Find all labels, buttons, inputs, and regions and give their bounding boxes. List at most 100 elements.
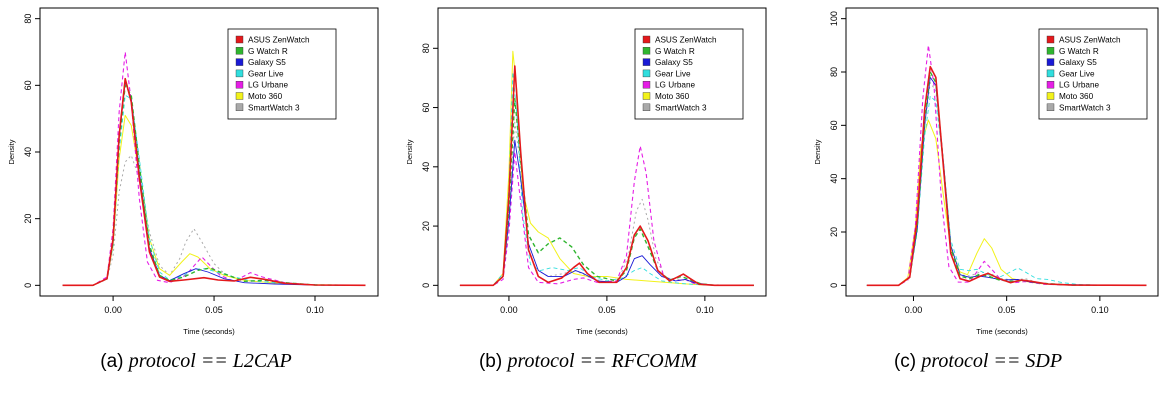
legend-label: LG Urbane [655, 81, 695, 90]
x-axis-title: Time (seconds) [183, 327, 235, 336]
x-axis-title: Time (seconds) [576, 327, 628, 336]
caption-c: (c) protocol == SDP [788, 350, 1164, 373]
x-tick-label: 0.00 [500, 305, 518, 315]
y-tick-label: 40 [421, 162, 431, 172]
legend-box [634, 28, 744, 120]
legend-swatch [642, 103, 651, 112]
legend-swatch [235, 69, 244, 78]
legend-swatch [642, 58, 651, 66]
series-group [62, 51, 366, 287]
legend-label: Gear Live [248, 69, 284, 78]
series-line-lg-urbane [62, 51, 366, 286]
x-tick-label: 0.05 [598, 305, 616, 315]
y-tick-label: 0 [421, 283, 431, 288]
chart-panel-a: 0.00 0.05 0.10 0 20 40 60 80 Time (seconds) Densi… [0, 0, 392, 345]
y-tick-label: 60 [829, 120, 839, 130]
series-line-asus-zenwatch [866, 65, 1147, 287]
y-tick-label: 20 [23, 214, 33, 224]
x-tick-label: 0.00 [905, 305, 923, 315]
legend-label: G Watch R [248, 47, 288, 56]
legend: ASUS ZenWatch G Watch R Galaxy S5 Gear Live… [634, 28, 744, 120]
series-line-asus-zenwatch [459, 65, 754, 287]
legend-swatch [235, 103, 244, 112]
legend-swatch [235, 35, 244, 44]
legend-label: Gear Live [1059, 69, 1095, 78]
legend-label: SmartWatch 3 [1059, 103, 1111, 112]
legend-swatch [1046, 47, 1055, 55]
chart-panel-b: 0.00 0.05 0.10 0 20 40 60 80 Time (seconds) Densi… [398, 0, 778, 345]
legend-swatch [642, 92, 651, 100]
series-line-moto-360 [62, 114, 366, 286]
y-tick-label: 40 [23, 147, 33, 157]
caption-a-expr: protocol == L2CAP [128, 350, 292, 372]
series-line-gear-live [866, 95, 1147, 286]
legend-swatch [235, 92, 244, 100]
y-tick-label: 0 [23, 283, 33, 288]
x-tick-label: 0.05 [205, 305, 223, 315]
y-tick-label: 100 [829, 11, 839, 26]
legend-swatch [235, 80, 244, 89]
legend-label: ASUS ZenWatch [655, 36, 717, 45]
legend-box [227, 28, 337, 120]
plot-frame [437, 7, 767, 297]
legend-swatch [1046, 103, 1055, 112]
legend-label: Gear Live [655, 69, 691, 78]
legend-swatch [642, 69, 651, 78]
legend-label: LG Urbane [248, 81, 288, 90]
x-tick-label: 0.00 [104, 305, 122, 315]
y-axis-title: Density [405, 139, 414, 164]
legend-label: LG Urbane [1059, 81, 1099, 90]
x-tick-label: 0.10 [306, 305, 324, 315]
chart-panel-c: 0.00 0.05 0.10 0 20 40 60 80 100 Time (seconds) De… [806, 0, 1164, 345]
legend-swatch [642, 47, 651, 55]
series-line-moto-360 [866, 119, 1147, 286]
density-chart-sdp: 0.00 0.05 0.10 0 20 40 60 80 100 Time (seconds) De… [813, 7, 1159, 336]
series-line-gear-live [459, 71, 754, 286]
y-axis-title: Density [813, 139, 822, 164]
series-line-galaxy-s5 [459, 139, 754, 286]
caption-c-prefix: (c) [893, 351, 922, 372]
legend-swatch [642, 35, 651, 44]
series-group [459, 50, 754, 287]
legend-swatch [1046, 69, 1055, 78]
y-tick-label: 40 [829, 174, 839, 184]
legend-label: G Watch R [655, 47, 695, 56]
density-chart-rfcomm: 0.00 0.05 0.10 0 20 40 60 80 Time (seconds) Densi… [405, 7, 767, 336]
legend-swatch [1046, 80, 1055, 89]
caption-a: (a) protocol == L2CAP [6, 350, 386, 373]
y-tick-label: 60 [421, 103, 431, 113]
y-tick-label: 0 [829, 283, 839, 288]
plot-frame [845, 7, 1159, 297]
legend-label: G Watch R [1059, 47, 1099, 56]
legend-box [1038, 28, 1148, 120]
caption-b-expr: protocol == RFCOMM [507, 350, 698, 372]
series-line-moto-360 [459, 50, 754, 286]
series-group [866, 44, 1147, 287]
y-axis-title: Density [7, 139, 16, 164]
series-line-lg-urbane [866, 44, 1147, 286]
legend-swatch [235, 47, 244, 55]
y-tick-label: 80 [421, 43, 431, 53]
caption-a-prefix: (a) [100, 351, 129, 372]
series-line-g-watch-r [459, 97, 754, 287]
legend-swatch [235, 58, 244, 66]
legend-swatch [1046, 35, 1055, 44]
legend-label: Moto 360 [248, 92, 283, 101]
density-chart-l2cap: 0.00 0.05 0.10 0 20 40 60 80 Time (seconds) Densi… [7, 7, 379, 336]
series-line-gear-live [62, 94, 366, 286]
y-tick-label: 60 [23, 80, 33, 90]
y-tick-label: 20 [421, 221, 431, 231]
x-tick-label: 0.10 [696, 305, 714, 315]
legend-label: ASUS ZenWatch [1059, 36, 1121, 45]
caption-b: (b) protocol == RFCOMM [398, 350, 778, 373]
x-axis-title: Time (seconds) [976, 327, 1028, 336]
legend: ASUS ZenWatch G Watch R Galaxy S5 Gear Live… [227, 28, 337, 120]
legend-label: Galaxy S5 [248, 58, 286, 67]
legend-label: SmartWatch 3 [248, 103, 300, 112]
y-tick-label: 20 [829, 227, 839, 237]
y-tick-label: 80 [23, 14, 33, 24]
legend-swatch [1046, 58, 1055, 66]
legend: ASUS ZenWatch G Watch R Galaxy S5 Gear Live… [1038, 28, 1148, 120]
legend-label: Galaxy S5 [1059, 58, 1097, 67]
legend-label: Galaxy S5 [655, 58, 693, 67]
